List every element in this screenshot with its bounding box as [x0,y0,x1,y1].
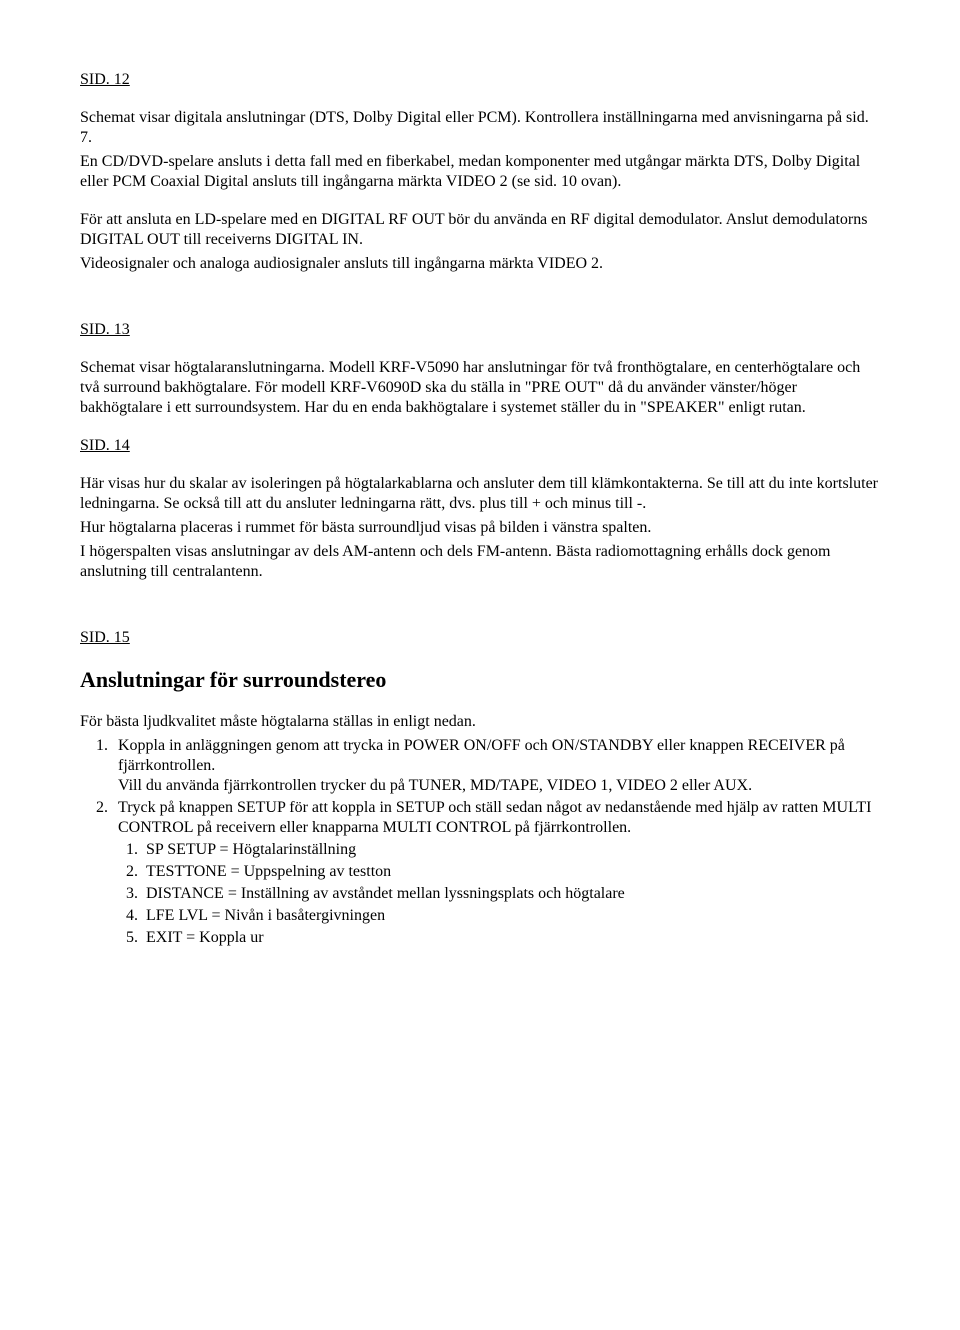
body-text: Schemat visar digitala anslutningar (DTS… [80,108,880,148]
section-header-sid12: SID. 12 [80,70,880,90]
list-item: LFE LVL = Nivån i basåtergivningen [142,906,880,926]
list-item: Koppla in anläggningen genom att trycka … [112,736,880,796]
list-item: Tryck på knappen SETUP för att koppla in… [112,798,880,948]
list-item-text: Vill du använda fjärrkontrollen trycker … [118,777,752,794]
body-text: Schemat visar högtalaranslutningarna. Mo… [80,358,880,418]
list-item: EXIT = Koppla ur [142,928,880,948]
list-item: TESTTONE = Uppspelning av testton [142,862,880,882]
body-text: I högerspalten visas anslutningar av del… [80,542,880,582]
section-header-sid15: SID. 15 [80,628,880,648]
list-item-text: Tryck på knappen SETUP för att koppla in… [118,799,871,836]
section-header-sid14: SID. 14 [80,436,880,456]
ordered-list-main: Koppla in anläggningen genom att trycka … [80,736,880,948]
list-item: SP SETUP = Högtalarinställning [142,840,880,860]
body-text: För bästa ljudkvalitet måste högtalarna … [80,712,880,732]
list-item: DISTANCE = Inställning av avståndet mell… [142,884,880,904]
heading-surroundstereo: Anslutningar för surroundstereo [80,666,880,694]
section-header-sid13: SID. 13 [80,320,880,340]
body-text: En CD/DVD-spelare ansluts i detta fall m… [80,152,880,192]
body-text: För att ansluta en LD-spelare med en DIG… [80,210,880,250]
ordered-list-sub: SP SETUP = Högtalarinställning TESTTONE … [118,840,880,948]
list-item-text: Koppla in anläggningen genom att trycka … [118,737,845,774]
body-text: Här visas hur du skalar av isoleringen p… [80,474,880,514]
body-text: Videosignaler och analoga audiosignaler … [80,254,880,274]
body-text: Hur högtalarna placeras i rummet för bäs… [80,518,880,538]
